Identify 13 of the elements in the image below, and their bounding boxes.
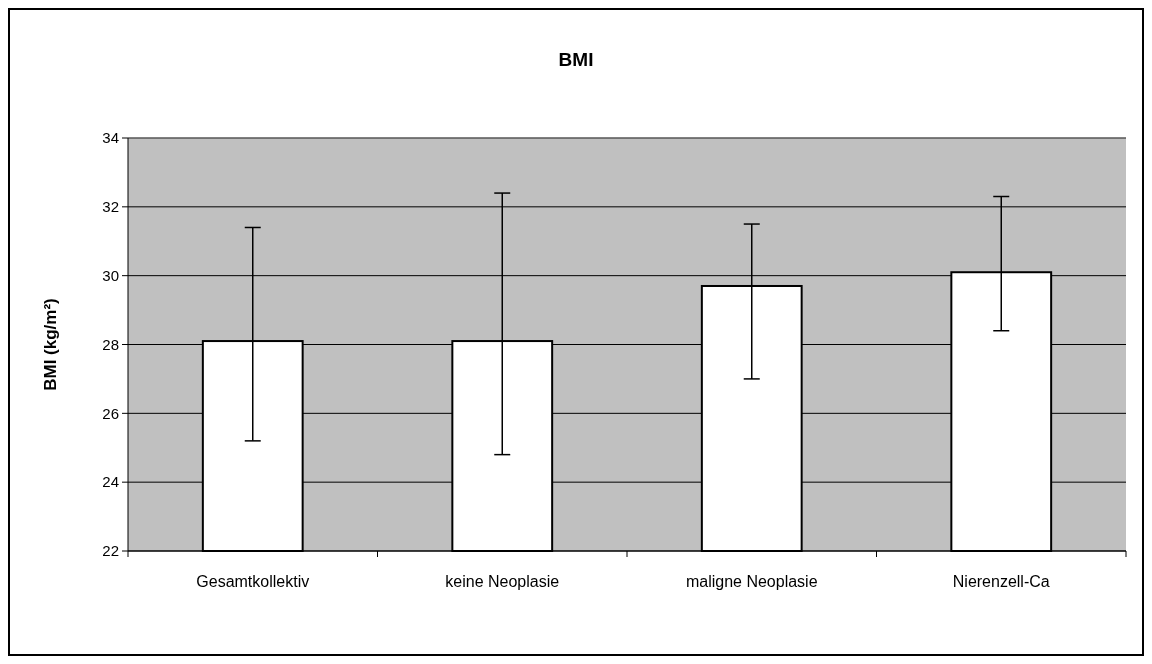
y-tick-label: 28 xyxy=(102,335,119,353)
y-tick-label: 26 xyxy=(102,404,119,422)
x-tick-label: Gesamtkollektiv xyxy=(196,573,310,590)
chart-title: BMI xyxy=(558,49,594,70)
y-axis-title: BMI (kg/m²) xyxy=(41,298,60,391)
y-tick-label: 32 xyxy=(102,198,119,216)
x-tick-label: Nierenzell-Ca xyxy=(952,573,1050,590)
x-tick-label: keine Neoplasie xyxy=(445,573,560,590)
y-tick-label: 30 xyxy=(102,266,119,284)
y-tick-label: 24 xyxy=(102,473,119,491)
x-tick-label: maligne Neoplasie xyxy=(685,573,818,590)
y-tick-label: 34 xyxy=(102,129,119,147)
y-tick-label: 22 xyxy=(102,542,119,560)
